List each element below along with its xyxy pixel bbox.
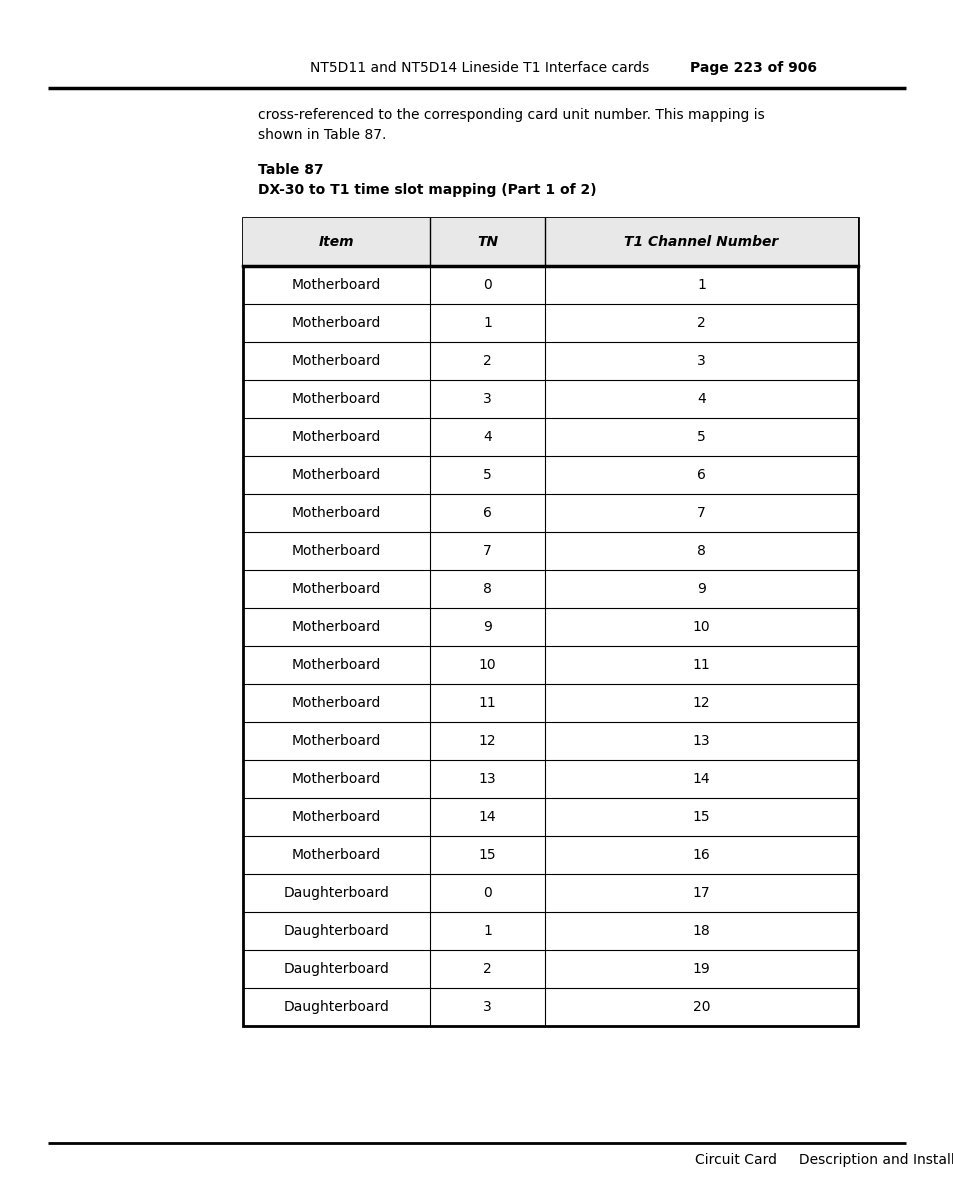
Text: Circuit Card     Description and Installation: Circuit Card Description and Installatio… — [695, 1153, 953, 1167]
Text: Daughterboard: Daughterboard — [283, 1000, 389, 1014]
Text: 3: 3 — [482, 392, 492, 406]
Text: 7: 7 — [697, 506, 705, 520]
Text: 14: 14 — [478, 810, 496, 825]
Text: 3: 3 — [482, 1000, 492, 1014]
Text: 18: 18 — [692, 924, 710, 938]
Text: Motherboard: Motherboard — [292, 506, 381, 520]
Text: Motherboard: Motherboard — [292, 355, 381, 368]
Text: Motherboard: Motherboard — [292, 620, 381, 633]
Text: 13: 13 — [692, 734, 710, 748]
Text: Motherboard: Motherboard — [292, 468, 381, 482]
Text: 0: 0 — [482, 278, 492, 292]
Text: Motherboard: Motherboard — [292, 847, 381, 862]
Text: 9: 9 — [697, 582, 705, 596]
Text: 6: 6 — [482, 506, 492, 520]
Text: 8: 8 — [482, 582, 492, 596]
Text: 9: 9 — [482, 620, 492, 633]
Text: Motherboard: Motherboard — [292, 582, 381, 596]
Text: cross-referenced to the corresponding card unit number. This mapping is: cross-referenced to the corresponding ca… — [257, 108, 764, 121]
Text: 19: 19 — [692, 962, 710, 976]
Text: Page 223 of 906: Page 223 of 906 — [689, 61, 816, 75]
Text: 12: 12 — [692, 696, 710, 710]
Text: Motherboard: Motherboard — [292, 810, 381, 825]
Text: 17: 17 — [692, 886, 710, 900]
Text: TN: TN — [476, 236, 497, 249]
Text: 7: 7 — [482, 545, 492, 558]
Text: 12: 12 — [478, 734, 496, 748]
Text: shown in Table 87.: shown in Table 87. — [257, 127, 386, 142]
Text: 14: 14 — [692, 772, 710, 786]
Text: Motherboard: Motherboard — [292, 278, 381, 292]
Text: 5: 5 — [697, 430, 705, 444]
Text: 20: 20 — [692, 1000, 709, 1014]
Text: Daughterboard: Daughterboard — [283, 924, 389, 938]
Text: 6: 6 — [697, 468, 705, 482]
Text: Table 87: Table 87 — [257, 163, 323, 177]
Text: Motherboard: Motherboard — [292, 430, 381, 444]
Text: 2: 2 — [482, 962, 492, 976]
Text: Motherboard: Motherboard — [292, 772, 381, 786]
Text: DX-30 to T1 time slot mapping (Part 1 of 2): DX-30 to T1 time slot mapping (Part 1 of… — [257, 183, 596, 197]
Text: NT5D11 and NT5D14 Lineside T1 Interface cards: NT5D11 and NT5D14 Lineside T1 Interface … — [310, 61, 649, 75]
Text: 15: 15 — [692, 810, 710, 825]
Text: 2: 2 — [697, 316, 705, 331]
Text: Motherboard: Motherboard — [292, 392, 381, 406]
Bar — [243, 218, 857, 1027]
Text: 0: 0 — [482, 886, 492, 900]
Text: Item: Item — [318, 236, 354, 249]
Text: 3: 3 — [697, 355, 705, 368]
Text: Daughterboard: Daughterboard — [283, 886, 389, 900]
Text: 8: 8 — [697, 545, 705, 558]
Bar — [243, 218, 857, 266]
Text: 4: 4 — [482, 430, 492, 444]
Text: Motherboard: Motherboard — [292, 657, 381, 672]
Text: Motherboard: Motherboard — [292, 696, 381, 710]
Text: T1 Channel Number: T1 Channel Number — [623, 236, 778, 249]
Text: 13: 13 — [478, 772, 496, 786]
Text: 11: 11 — [478, 696, 496, 710]
Text: 1: 1 — [697, 278, 705, 292]
Text: 10: 10 — [692, 620, 710, 633]
Text: 11: 11 — [692, 657, 710, 672]
Text: Daughterboard: Daughterboard — [283, 962, 389, 976]
Text: 1: 1 — [482, 924, 492, 938]
Text: Motherboard: Motherboard — [292, 734, 381, 748]
Text: 4: 4 — [697, 392, 705, 406]
Text: 15: 15 — [478, 847, 496, 862]
Text: 1: 1 — [482, 316, 492, 331]
Text: 5: 5 — [482, 468, 492, 482]
Text: 10: 10 — [478, 657, 496, 672]
Text: 16: 16 — [692, 847, 710, 862]
Text: Motherboard: Motherboard — [292, 316, 381, 331]
Text: Motherboard: Motherboard — [292, 545, 381, 558]
Text: 2: 2 — [482, 355, 492, 368]
